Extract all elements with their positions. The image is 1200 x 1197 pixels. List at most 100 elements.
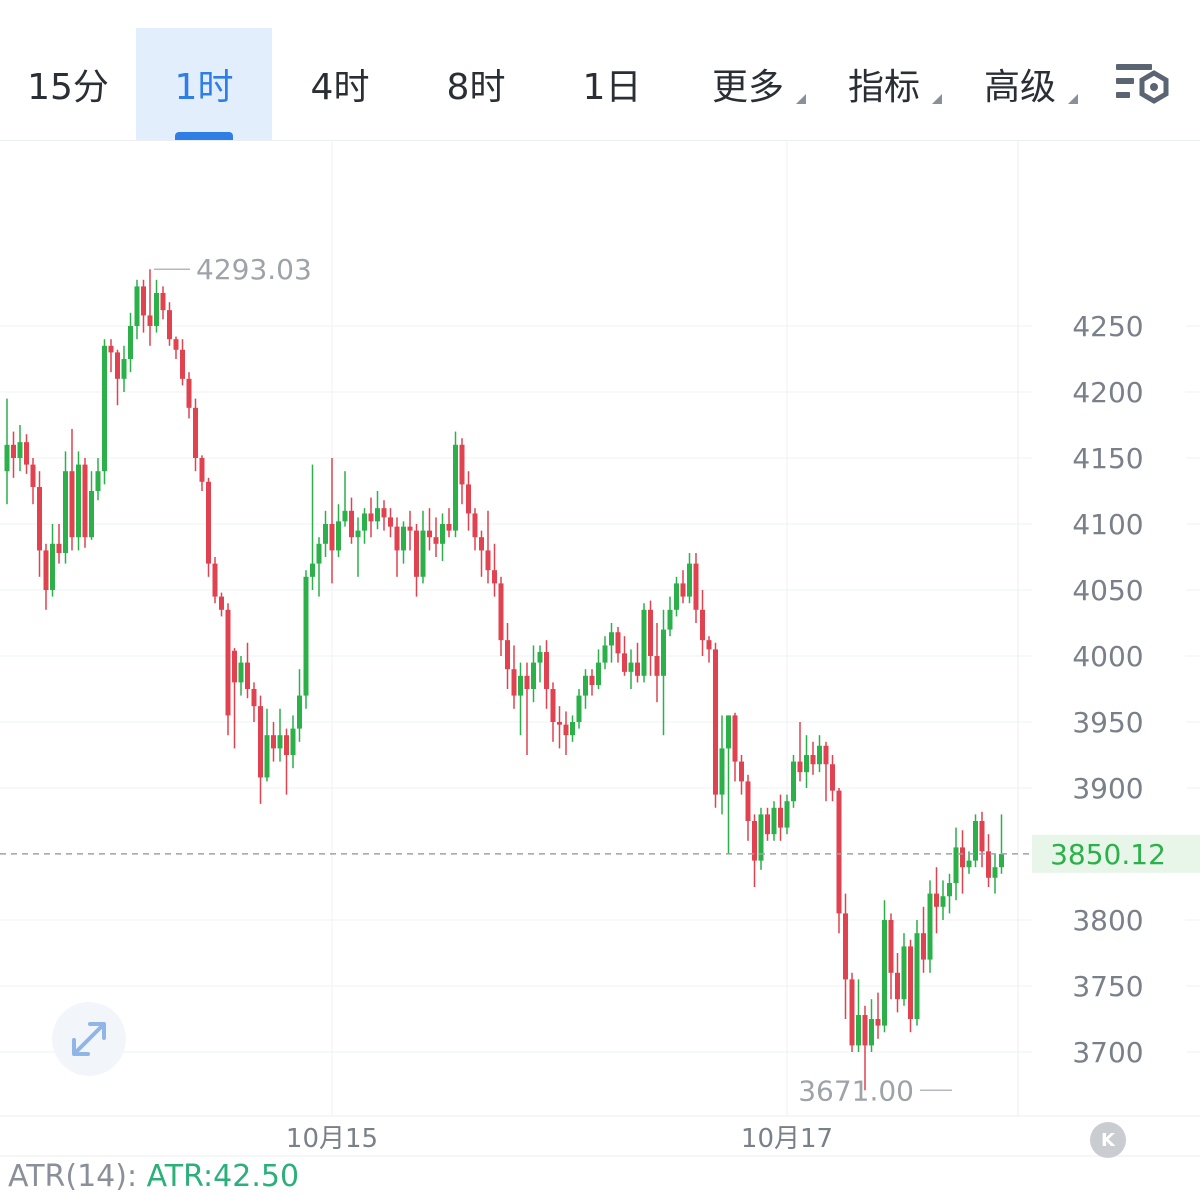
candle-body: [17, 442, 23, 458]
candle-body: [505, 640, 510, 670]
candle-body: [303, 576, 309, 696]
candle-body: [251, 689, 257, 707]
tab-1day[interactable]: 1日: [544, 28, 680, 140]
candle-body: [589, 675, 595, 686]
candle-body: [472, 513, 478, 538]
candle-body: [342, 510, 348, 522]
tab-indicators[interactable]: 指标: [816, 28, 952, 140]
candle-body: [576, 695, 582, 722]
candle-body: [544, 652, 549, 689]
candle-body: [947, 883, 952, 897]
min-marker-label: 3671.00: [798, 1074, 914, 1107]
candle-body: [108, 345, 114, 353]
candle-body: [479, 537, 484, 551]
y-tick-label: 3900: [1072, 772, 1143, 805]
candle-body: [680, 583, 686, 597]
candle-body: [888, 920, 894, 973]
candle-body: [615, 632, 621, 654]
candle-body: [167, 310, 172, 340]
candle-body: [69, 471, 75, 538]
candle-body: [329, 524, 335, 551]
candle-body: [927, 893, 933, 960]
candle-body: [986, 851, 991, 878]
candle-body: [63, 471, 68, 554]
y-tick-label: 3700: [1072, 1036, 1143, 1069]
tab-1hour[interactable]: 1时: [136, 28, 272, 140]
candle-body: [524, 675, 530, 689]
candle-body: [284, 735, 289, 755]
candle-body: [264, 735, 270, 778]
chart-settings-icon: [1116, 64, 1169, 104]
candle-body: [420, 530, 426, 577]
tab-more[interactable]: 更多: [680, 28, 816, 140]
candle-body: [89, 491, 94, 538]
x-tick-label: 10月15: [286, 1124, 378, 1154]
candle-body: [602, 645, 608, 663]
candle-body: [186, 378, 192, 408]
tab-advanced[interactable]: 高级: [952, 28, 1088, 140]
dropdown-caret-icon: [932, 94, 942, 104]
candle-body: [804, 755, 809, 773]
candle-body: [4, 444, 10, 472]
candle-body: [583, 675, 588, 696]
y-tick-label: 4100: [1072, 508, 1143, 541]
tab-15min[interactable]: 15分: [0, 28, 136, 140]
candlestick-chart[interactable]: 4250 4200 4150 4100 4050 4000 3950 3900 3800 3750…: [0, 140, 1200, 1158]
active-tab-indicator: [175, 132, 233, 140]
candle-body: [11, 444, 16, 458]
candle-body: [433, 537, 439, 544]
candle-body: [739, 761, 744, 782]
candle-body: [550, 689, 556, 722]
candle-body: [50, 543, 55, 590]
dropdown-caret-icon: [796, 94, 806, 104]
candle-body: [297, 695, 302, 729]
candle-body: [121, 359, 127, 379]
candle-body: [979, 821, 985, 852]
candle-body: [427, 530, 432, 538]
k-line-button[interactable]: K: [1090, 1122, 1126, 1158]
tab-label: 1时: [174, 67, 234, 108]
candle-body: [771, 807, 777, 835]
candle-body: [706, 640, 712, 650]
candle-body: [134, 286, 140, 326]
tab-8hour[interactable]: 8时: [408, 28, 544, 140]
candle-body: [82, 464, 88, 538]
candle-body: [531, 662, 536, 689]
max-marker-label: 4293.03: [196, 253, 312, 286]
candle-body: [212, 563, 218, 597]
candle-body: [953, 847, 959, 884]
candle-body: [921, 933, 926, 960]
candle-body: [908, 946, 913, 1019]
y-tick-label: 4200: [1072, 376, 1143, 409]
tab-4hour[interactable]: 4时: [272, 28, 408, 140]
chart-settings-button[interactable]: [1110, 58, 1174, 114]
candle-body: [882, 920, 887, 1026]
candle-body: [368, 513, 374, 522]
candle-body: [648, 609, 653, 656]
y-tick-label: 4250: [1072, 310, 1143, 343]
candle-body: [76, 464, 81, 538]
candle-body: [992, 867, 998, 878]
candle-body: [628, 662, 634, 672]
candle-body: [687, 563, 692, 597]
expand-chart-button[interactable]: [52, 1002, 126, 1076]
candle-body: [349, 510, 354, 538]
y-tick-label: 3800: [1072, 904, 1143, 937]
current-price-badge: [1032, 834, 1200, 873]
candle-body: [394, 526, 400, 551]
candle-body: [596, 662, 601, 686]
candle-body: [362, 513, 367, 531]
candle-body: [765, 814, 770, 835]
atr-value: ATR:42.50: [146, 1159, 300, 1194]
candle-body: [43, 550, 49, 590]
candle-body: [713, 649, 718, 795]
candle-body: [485, 550, 491, 571]
tab-label: 4时: [310, 67, 370, 108]
candle-body: [466, 484, 471, 514]
candle-body: [453, 444, 458, 531]
tab-label: 高级: [983, 67, 1056, 108]
candle-body: [843, 913, 848, 980]
candle-body: [732, 715, 738, 762]
candle-body: [446, 524, 452, 531]
candle-body: [635, 662, 640, 676]
